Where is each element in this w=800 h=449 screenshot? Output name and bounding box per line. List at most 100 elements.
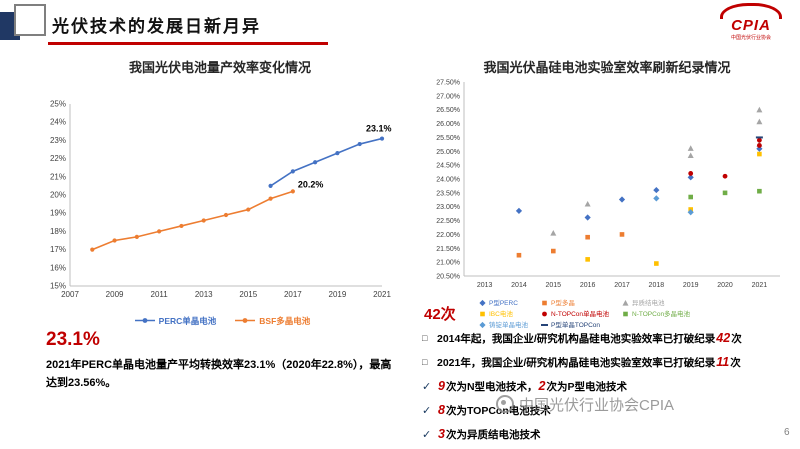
legend-item: 异质结电池: [621, 297, 690, 307]
svg-text:2007: 2007: [61, 290, 79, 299]
logo-square-outline: [14, 4, 46, 36]
left-description: 2021年PERC单晶电池量产平均转换效率23.1%（2020年22.8%），最…: [46, 359, 392, 389]
legend-marker-icon: [134, 318, 155, 323]
svg-text:2017: 2017: [614, 282, 630, 289]
svg-text:27.50%: 27.50%: [436, 80, 460, 87]
legend-marker-icon: [541, 323, 548, 326]
legend-item: P型单晶TOPCon: [540, 319, 609, 329]
svg-text:23.50%: 23.50%: [436, 190, 460, 197]
cpia-watermark-icon: [496, 395, 514, 413]
legend-marker-icon: [235, 318, 256, 323]
legend-label: 铸锭单晶电池: [489, 322, 528, 329]
square-bullet-icon: □: [422, 333, 428, 343]
svg-text:2021: 2021: [373, 290, 391, 299]
legend-item: PERC单晶电池: [134, 315, 217, 327]
legend-label: N-TOPCon单晶电池: [551, 311, 610, 318]
svg-text:21.50%: 21.50%: [436, 246, 460, 253]
bullet-text: 2021年，我国企业/研究机构晶硅电池实验室效率已打破纪录: [437, 356, 716, 369]
bullet-item: ✓ 9次为N型电池技术，2次为P型电池技术: [422, 378, 796, 395]
highlight-number: 2: [538, 378, 546, 393]
svg-text:2020: 2020: [717, 282, 733, 289]
svg-text:22.00%: 22.00%: [436, 232, 460, 239]
right-highlight-value: 42次: [424, 306, 456, 323]
production-efficiency-line-chart: 15% 16% 17% 18% 19% 20% 21% 22% 23% 24% 25% 2007 200…: [50, 100, 392, 300]
svg-text:23.00%: 23.00%: [436, 204, 460, 211]
svg-text:24.00%: 24.00%: [436, 177, 460, 184]
bullet-text: 次: [731, 333, 742, 345]
svg-text:16%: 16%: [50, 263, 66, 272]
svg-text:2009: 2009: [106, 290, 124, 299]
scatter-chart-legend: P型PERC P型多晶 异质结电池 IBC电池 N-TOPCon单晶电池 N-TOPCon…: [478, 297, 690, 329]
bullet-text: 次为异质结电池技术: [445, 428, 541, 441]
watermark-text: 中国光伏行业协会CPIA: [519, 397, 675, 414]
left-chart-title: 我国光伏电池量产效率变化情况: [128, 60, 311, 75]
svg-text:2019: 2019: [683, 282, 699, 289]
bullet-text: 次为N型电池技术，: [445, 380, 538, 393]
svg-text:21%: 21%: [50, 172, 66, 181]
legend-item: IBC电池: [478, 308, 528, 318]
cpia-logo: CPIA 中国光伏行业协会: [714, 3, 788, 41]
svg-text:22%: 22%: [50, 154, 66, 163]
svg-text:20.50%: 20.50%: [436, 274, 460, 281]
svg-text:21.00%: 21.00%: [436, 260, 460, 267]
slide-title: 光伏技术的发展日新月异: [52, 17, 261, 36]
svg-text:26.50%: 26.50%: [436, 107, 460, 114]
right-chart-title: 我国光伏晶硅电池实验室效率刷新纪录情况: [483, 60, 731, 75]
svg-text:2013: 2013: [195, 290, 213, 299]
highlight-number: 8: [438, 402, 445, 417]
svg-text:24%: 24%: [50, 118, 66, 127]
svg-text:17%: 17%: [50, 245, 66, 254]
right-bullet-list: □ 2014年起，我国企业/研究机构晶硅电池实验效率已打破纪录42次 □ 2021年，…: [422, 330, 796, 449]
svg-text:25.00%: 25.00%: [436, 149, 460, 156]
legend-marker-icon: [542, 311, 547, 316]
watermark: 中国光伏行业协会CPIA: [496, 394, 674, 415]
svg-text:20.2%: 20.2%: [298, 179, 324, 189]
bullet-text: 次为P型电池技术: [546, 380, 628, 393]
legend-item: BSF多晶电池: [234, 315, 310, 327]
svg-text:2013: 2013: [477, 282, 493, 289]
legend-label: N-TOPCon多晶电池: [632, 311, 691, 318]
title-underline: [48, 42, 328, 45]
svg-text:2016: 2016: [580, 282, 596, 289]
svg-text:2015: 2015: [546, 282, 562, 289]
legend-label: BSF多晶电池: [259, 315, 311, 326]
legend-item: P型多晶: [540, 297, 609, 307]
legend-label: 异质结电池: [632, 300, 665, 307]
lab-efficiency-scatter-chart: 20.50% 21.00% 21.50% 22.00% 22.50% 23.00% 23.5…: [436, 80, 780, 289]
svg-text:2017: 2017: [284, 290, 302, 299]
legend-label: P型单晶TOPCon: [551, 322, 601, 329]
cpia-logo-text: CPIA: [731, 17, 771, 34]
check-icon: ✓: [422, 380, 432, 393]
line-chart-legend: PERC单晶电池 BSF多晶电池: [36, 312, 408, 330]
bullet-item: □ 2014年起，我国企业/研究机构晶硅电池实验效率已打破纪录42次: [422, 330, 796, 347]
check-icon: ✓: [422, 404, 432, 417]
square-bullet-icon: □: [422, 356, 428, 367]
page-number: 6: [784, 427, 790, 438]
svg-text:25%: 25%: [50, 100, 66, 109]
legend-marker-icon: [479, 321, 486, 328]
left-highlight-value: 23.1%: [46, 329, 100, 350]
legend-item: N-TOPCon多晶电池: [621, 308, 690, 318]
legend-marker-icon: [542, 300, 547, 305]
legend-label: P型PERC: [489, 300, 518, 307]
legend-marker-icon: [480, 311, 485, 316]
bullet-item: □ 2021年，我国企业/研究机构晶硅电池实验室效率已打破纪录11次: [422, 354, 796, 371]
svg-text:23.1%: 23.1%: [366, 124, 392, 134]
cpia-logo-subtext: 中国光伏行业协会: [730, 35, 771, 41]
svg-text:20%: 20%: [50, 191, 66, 200]
svg-text:2019: 2019: [329, 290, 347, 299]
legend-label: P型多晶: [551, 300, 575, 307]
svg-text:27.00%: 27.00%: [436, 93, 460, 100]
svg-text:25.50%: 25.50%: [436, 135, 460, 142]
svg-text:2015: 2015: [239, 290, 257, 299]
svg-text:22.50%: 22.50%: [436, 218, 460, 225]
highlight-number: 3: [438, 426, 445, 441]
bullet-item: ✓ 3次为异质结电池技术: [422, 426, 796, 443]
highlight-number: 11: [716, 354, 730, 369]
check-icon: ✓: [422, 428, 432, 441]
legend-label: IBC电池: [489, 311, 513, 318]
legend-label: PERC单晶电池: [158, 315, 217, 326]
svg-text:2021: 2021: [752, 282, 768, 289]
bullet-text: 次: [730, 356, 741, 369]
